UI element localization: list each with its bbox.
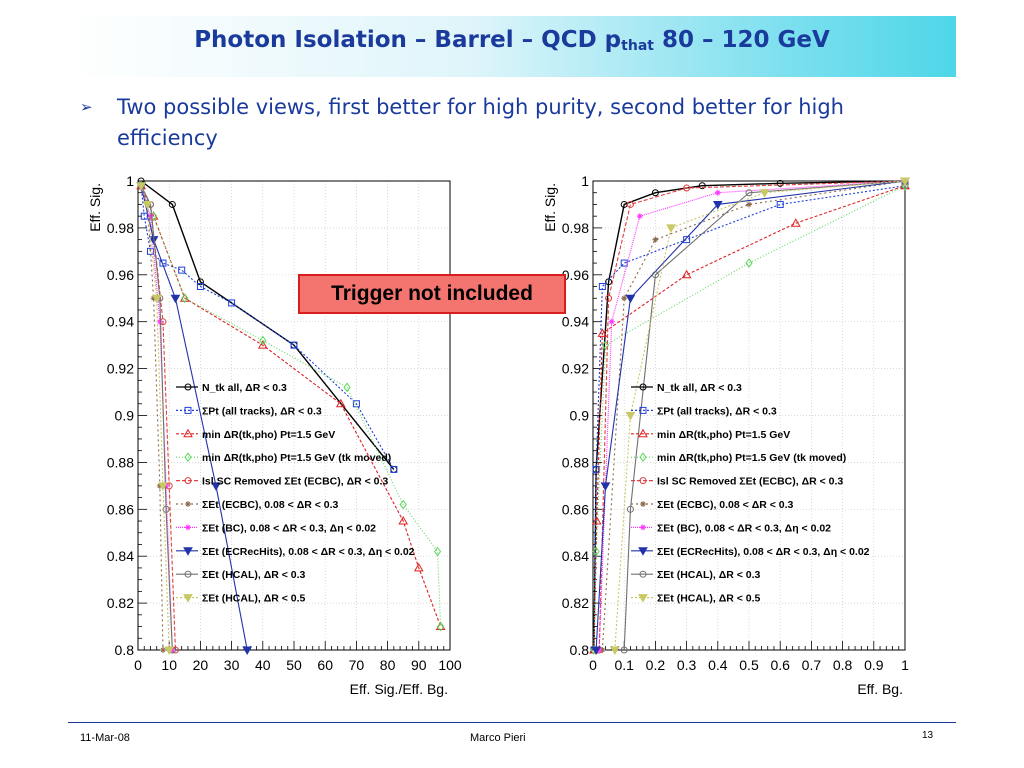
legend-label: min ΔR(tk,pho) Pt=1.5 GeV (tk moved) [657, 452, 846, 464]
y-tick-label: 0.92 [107, 361, 134, 377]
y-tick-label: 0.88 [107, 454, 134, 470]
legend-label: ΣEt (HCAL), ΔR < 0.5 [202, 593, 306, 605]
x-tick-label: 60 [317, 657, 333, 673]
x-axis-label: Eff. Sig./Eff. Bg. [350, 681, 448, 697]
legend-label: min ΔR(tk,pho) Pt=1.5 GeV (tk moved) [202, 452, 391, 464]
x-tick-label: 0.1 [614, 657, 634, 673]
legend-label: min ΔR(tk,pho) Pt=1.5 GeV [657, 429, 790, 441]
legend-label: ΣEt (BC), 0.08 < ΔR < 0.3, Δη < 0.02 [202, 522, 376, 534]
x-tick-label: 0.3 [677, 657, 697, 673]
footer-page-number: 13 [922, 730, 933, 741]
x-tick-label: 0 [589, 657, 597, 673]
x-tick-label: 70 [349, 657, 365, 673]
y-tick-label: 0.94 [107, 314, 134, 330]
title-range: 80 – 120 GeV [654, 27, 830, 53]
y-tick-label: 0.8 [115, 642, 135, 658]
y-axis-label: Eff. Sig. [542, 183, 558, 232]
legend-label: ΣPt (all tracks), ΔR < 0.3 [657, 405, 777, 417]
y-tick-label: 0.9 [115, 408, 135, 424]
y-tick-label: 0.82 [562, 595, 589, 611]
bullet-arrow-icon: ➢ [80, 98, 93, 116]
x-tick-label: 0.8 [833, 657, 853, 673]
y-tick-label: 0.88 [562, 454, 589, 470]
legend-label: N_tk all, ΔR < 0.3 [657, 382, 742, 394]
legend-label: ΣEt (HCAL), ΔR < 0.3 [657, 569, 761, 581]
y-tick-label: 0.82 [107, 595, 134, 611]
footer-author: Marco Pieri [470, 732, 526, 744]
y-tick-label: 0.86 [107, 501, 134, 517]
x-tick-label: 0.5 [739, 657, 759, 673]
y-tick-label: 0.96 [107, 267, 134, 283]
y-tick-label: 0.98 [107, 220, 134, 236]
x-axis-label: Eff. Bg. [857, 681, 903, 697]
x-tick-label: 90 [411, 657, 427, 673]
legend-label: min ΔR(tk,pho) Pt=1.5 GeV [202, 429, 335, 441]
slide-title: Photon Isolation – Barrel – QCD pthat 80… [0, 27, 1024, 54]
legend-label: ΣEt (HCAL), ΔR < 0.5 [657, 593, 761, 605]
footer-divider [68, 722, 956, 723]
y-tick-label: 0.9 [570, 408, 590, 424]
x-tick-label: 20 [193, 657, 209, 673]
legend-label: ΣEt (ECBC), 0.08 < ΔR < 0.3 [657, 499, 794, 511]
x-tick-label: 100 [438, 657, 462, 673]
x-tick-label: 10 [161, 657, 177, 673]
x-tick-label: 0 [134, 657, 142, 673]
legend-label: ΣEt (ECRecHits), 0.08 < ΔR < 0.3, Δη < 0… [202, 546, 415, 558]
y-axis-label: Eff. Sig. [87, 183, 103, 232]
y-tick-label: 0.98 [562, 220, 589, 236]
title-main: Photon Isolation – Barrel – QCD p [194, 27, 621, 53]
x-tick-label: 0.9 [864, 657, 884, 673]
legend-label: ΣEt (ECRecHits), 0.08 < ΔR < 0.3, Δη < 0… [657, 546, 870, 558]
legend-label: Isl SC Removed ΣEt (ECBC), ΔR < 0.3 [202, 476, 388, 488]
chart-purity: 0 10 20 30 40 50 60 70 80 90 100 0.8 0.82 0.84 0.86 0.8… [78, 168, 478, 700]
x-tick-label: 1 [901, 657, 909, 673]
y-tick-label: 0.8 [570, 642, 590, 658]
y-tick-label: 0.86 [562, 501, 589, 517]
x-tick-label: 0.6 [770, 657, 790, 673]
y-tick-label: 0.84 [562, 548, 589, 564]
legend-label: ΣEt (HCAL), ΔR < 0.3 [202, 569, 306, 581]
legend-label: ΣPt (all tracks), ΔR < 0.3 [202, 405, 322, 417]
x-tick-label: 80 [380, 657, 396, 673]
y-tick-label: 1 [581, 173, 589, 189]
chart-efficiency: 0 0.1 0.2 0.3 0.4 0.5 0.6 0.7 0.8 0.9 1 0.8 0.82 0.84… [533, 168, 933, 700]
legend-label: N_tk all, ΔR < 0.3 [202, 382, 287, 394]
footer-date: 11-Mar-08 [80, 732, 130, 744]
legend-label: ΣEt (ECBC), 0.08 < ΔR < 0.3 [202, 499, 339, 511]
y-tick-label: 0.92 [562, 361, 589, 377]
y-tick-label: 0.94 [562, 314, 589, 330]
title-subscript: that [621, 38, 654, 54]
x-tick-label: 0.7 [802, 657, 822, 673]
x-tick-label: 50 [286, 657, 302, 673]
x-tick-label: 0.2 [646, 657, 666, 673]
y-tick-label: 0.84 [107, 548, 134, 564]
legend-label: Isl SC Removed ΣEt (ECBC), ΔR < 0.3 [657, 476, 843, 488]
legend-label: ΣEt (BC), 0.08 < ΔR < 0.3, Δη < 0.02 [657, 522, 831, 534]
trigger-callout: Trigger not included [298, 274, 566, 314]
y-tick-label: 1 [126, 173, 134, 189]
x-tick-label: 0.4 [708, 657, 728, 673]
bullet-text: Two possible views, first better for hig… [117, 92, 917, 154]
x-tick-label: 40 [255, 657, 271, 673]
x-tick-label: 30 [224, 657, 240, 673]
